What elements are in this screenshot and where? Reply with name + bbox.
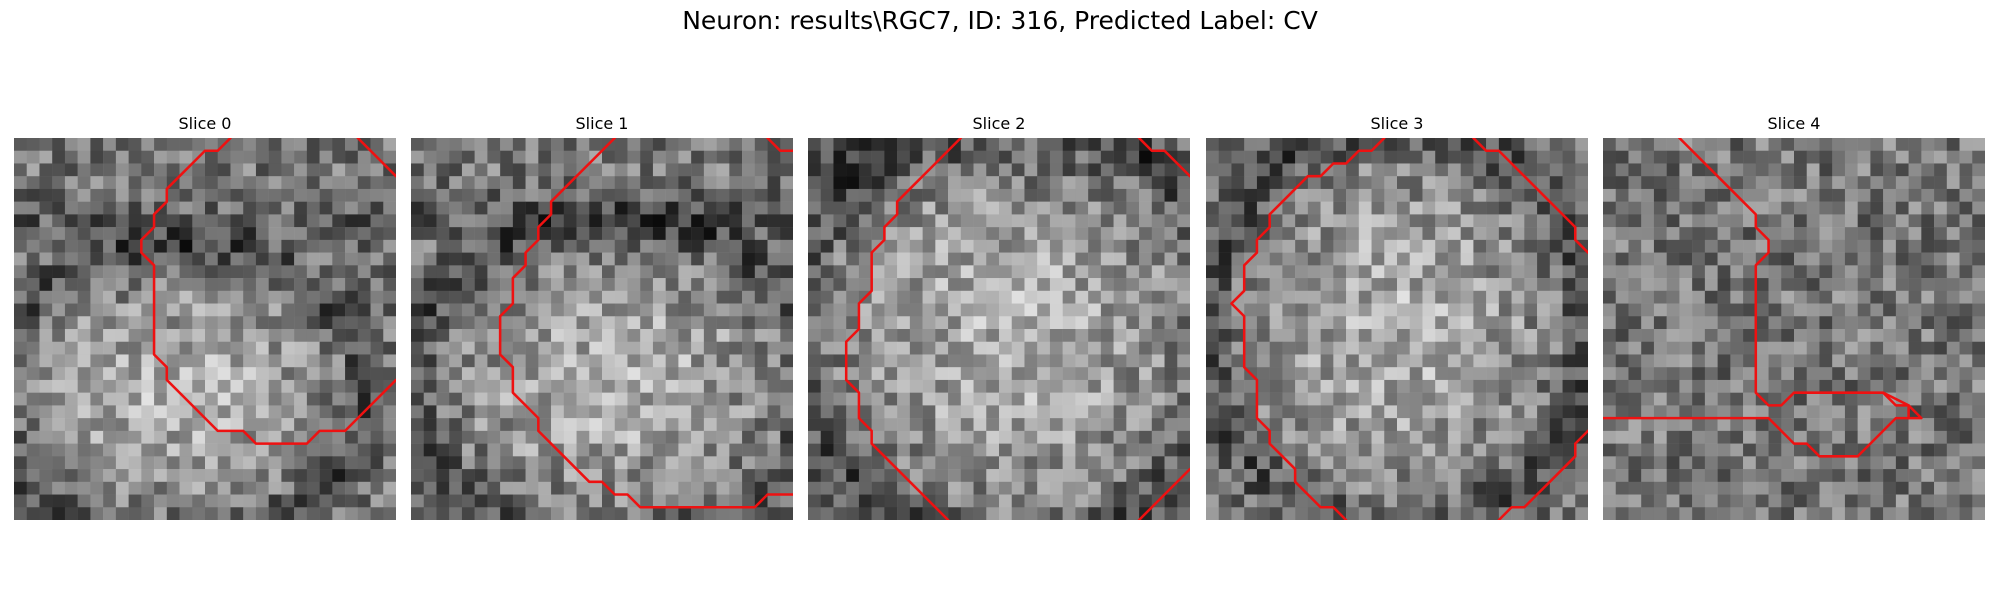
slice-pixels-4 (1603, 138, 1985, 520)
slice-panel-2: Slice 2 (808, 112, 1190, 520)
contour-line-0-1 (356, 138, 396, 178)
slice-title-3: Slice 3 (1370, 114, 1424, 133)
slice-pixels-2 (808, 138, 1190, 520)
slice-panel-1: Slice 1 (411, 112, 793, 520)
slice-title-1: Slice 1 (575, 114, 629, 133)
slice-image-2 (808, 138, 1190, 520)
slice-panel-3: Slice 3 (1206, 112, 1588, 520)
contour-line-3-0 (1230, 138, 1386, 520)
slice-title-2: Slice 2 (972, 114, 1026, 133)
slice-image-0 (14, 138, 396, 520)
slice-title-0: Slice 0 (178, 114, 232, 133)
contour-line-2-2 (1137, 467, 1190, 520)
contour-line-3-1 (1472, 138, 1588, 254)
slice-pixels-1 (411, 138, 793, 520)
slice-pixels-0 (14, 138, 396, 520)
slice-image-3 (1206, 138, 1588, 520)
contour-line-0-0 (140, 138, 396, 445)
contour-line-3-2 (1497, 429, 1588, 520)
figure-title: Neuron: results\RGC7, ID: 316, Predicted… (682, 6, 1318, 35)
contour-line-1-0 (498, 138, 793, 509)
contour-line-4-1 (1881, 391, 1923, 420)
slice-pixels-3 (1206, 138, 1588, 520)
contour-line-2-1 (1137, 138, 1190, 178)
slice-image-4 (1603, 138, 1985, 520)
contour-line-2-0 (844, 138, 963, 520)
slice-panel-4: Slice 4 (1603, 112, 1985, 520)
slice-panel-0: Slice 0 (14, 112, 396, 520)
slice-title-4: Slice 4 (1767, 114, 1821, 133)
contour-line-1-1 (766, 138, 793, 153)
slice-image-1 (411, 138, 793, 520)
